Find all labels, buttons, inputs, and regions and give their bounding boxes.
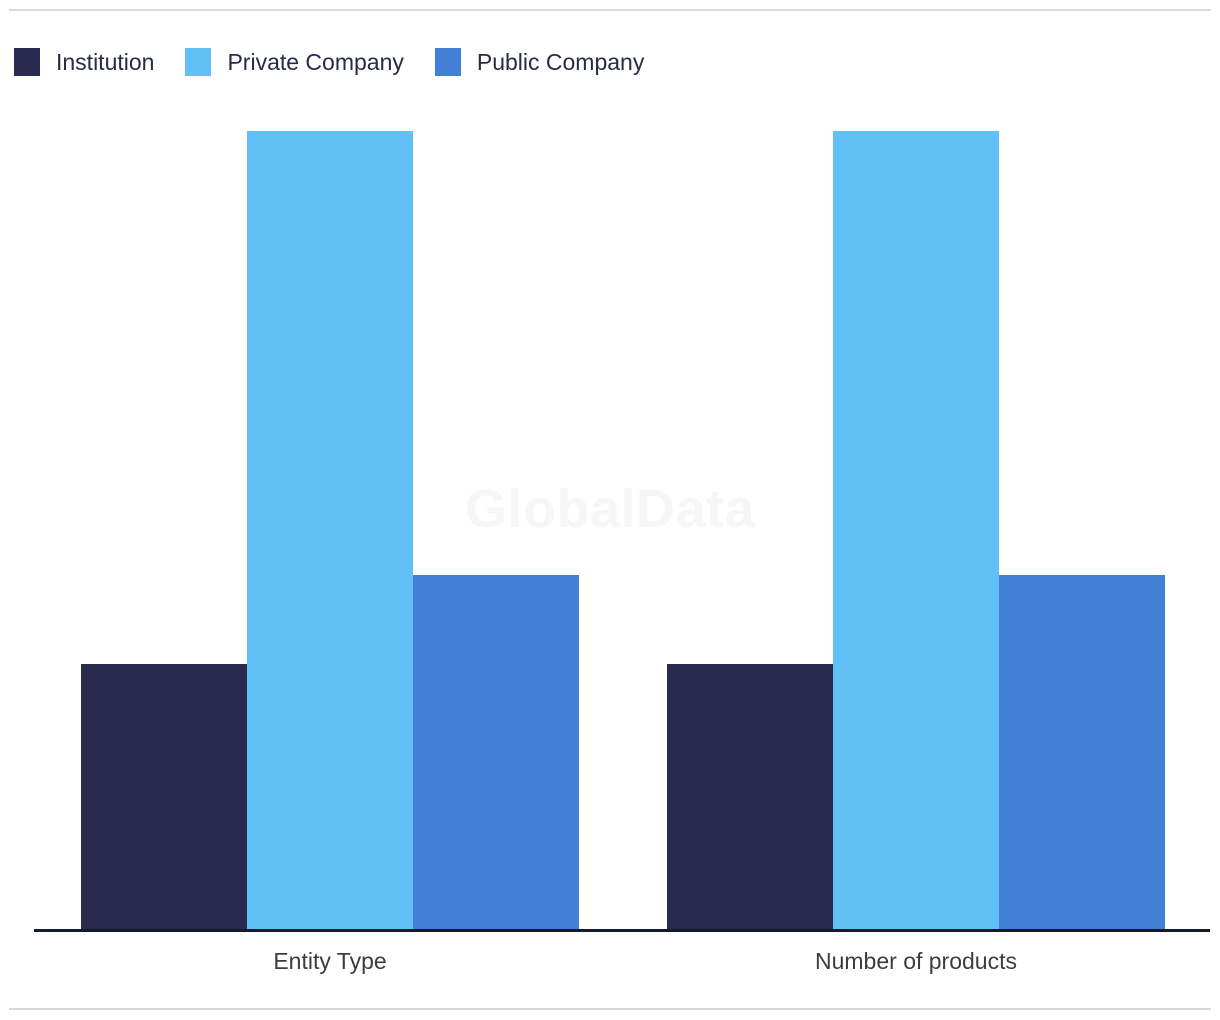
legend-swatch-public-company (434, 48, 461, 76)
legend-item-public-company[interactable]: Public Company (434, 48, 645, 76)
bar-institution-number-of-products (667, 664, 833, 930)
legend-label: Public Company (476, 48, 645, 75)
x-axis-label-number-of-products: Number of products (815, 948, 1017, 974)
legend: Institution Private Company Public Company (14, 48, 644, 76)
bar-private-company-entity-type (247, 131, 413, 930)
legend-swatch-institution (14, 48, 40, 76)
bar-public-company-number-of-products (999, 575, 1165, 930)
bar-institution-entity-type (81, 664, 247, 930)
top-divider (9, 9, 1211, 11)
globaldata-watermark: GlobalData (464, 479, 756, 539)
legend-label: Institution (56, 48, 155, 75)
x-axis-label-entity-type: Entity Type (273, 948, 387, 974)
bar-public-company-entity-type (413, 575, 579, 930)
legend-item-institution[interactable]: Institution (14, 48, 154, 76)
bar-private-company-number-of-products (833, 131, 999, 930)
legend-label: Private Company (227, 48, 404, 75)
bottom-divider (9, 1008, 1211, 1010)
legend-swatch-private-company (185, 48, 212, 76)
legend-item-private-company[interactable]: Private Company (185, 48, 404, 76)
x-axis-line (34, 929, 1210, 932)
